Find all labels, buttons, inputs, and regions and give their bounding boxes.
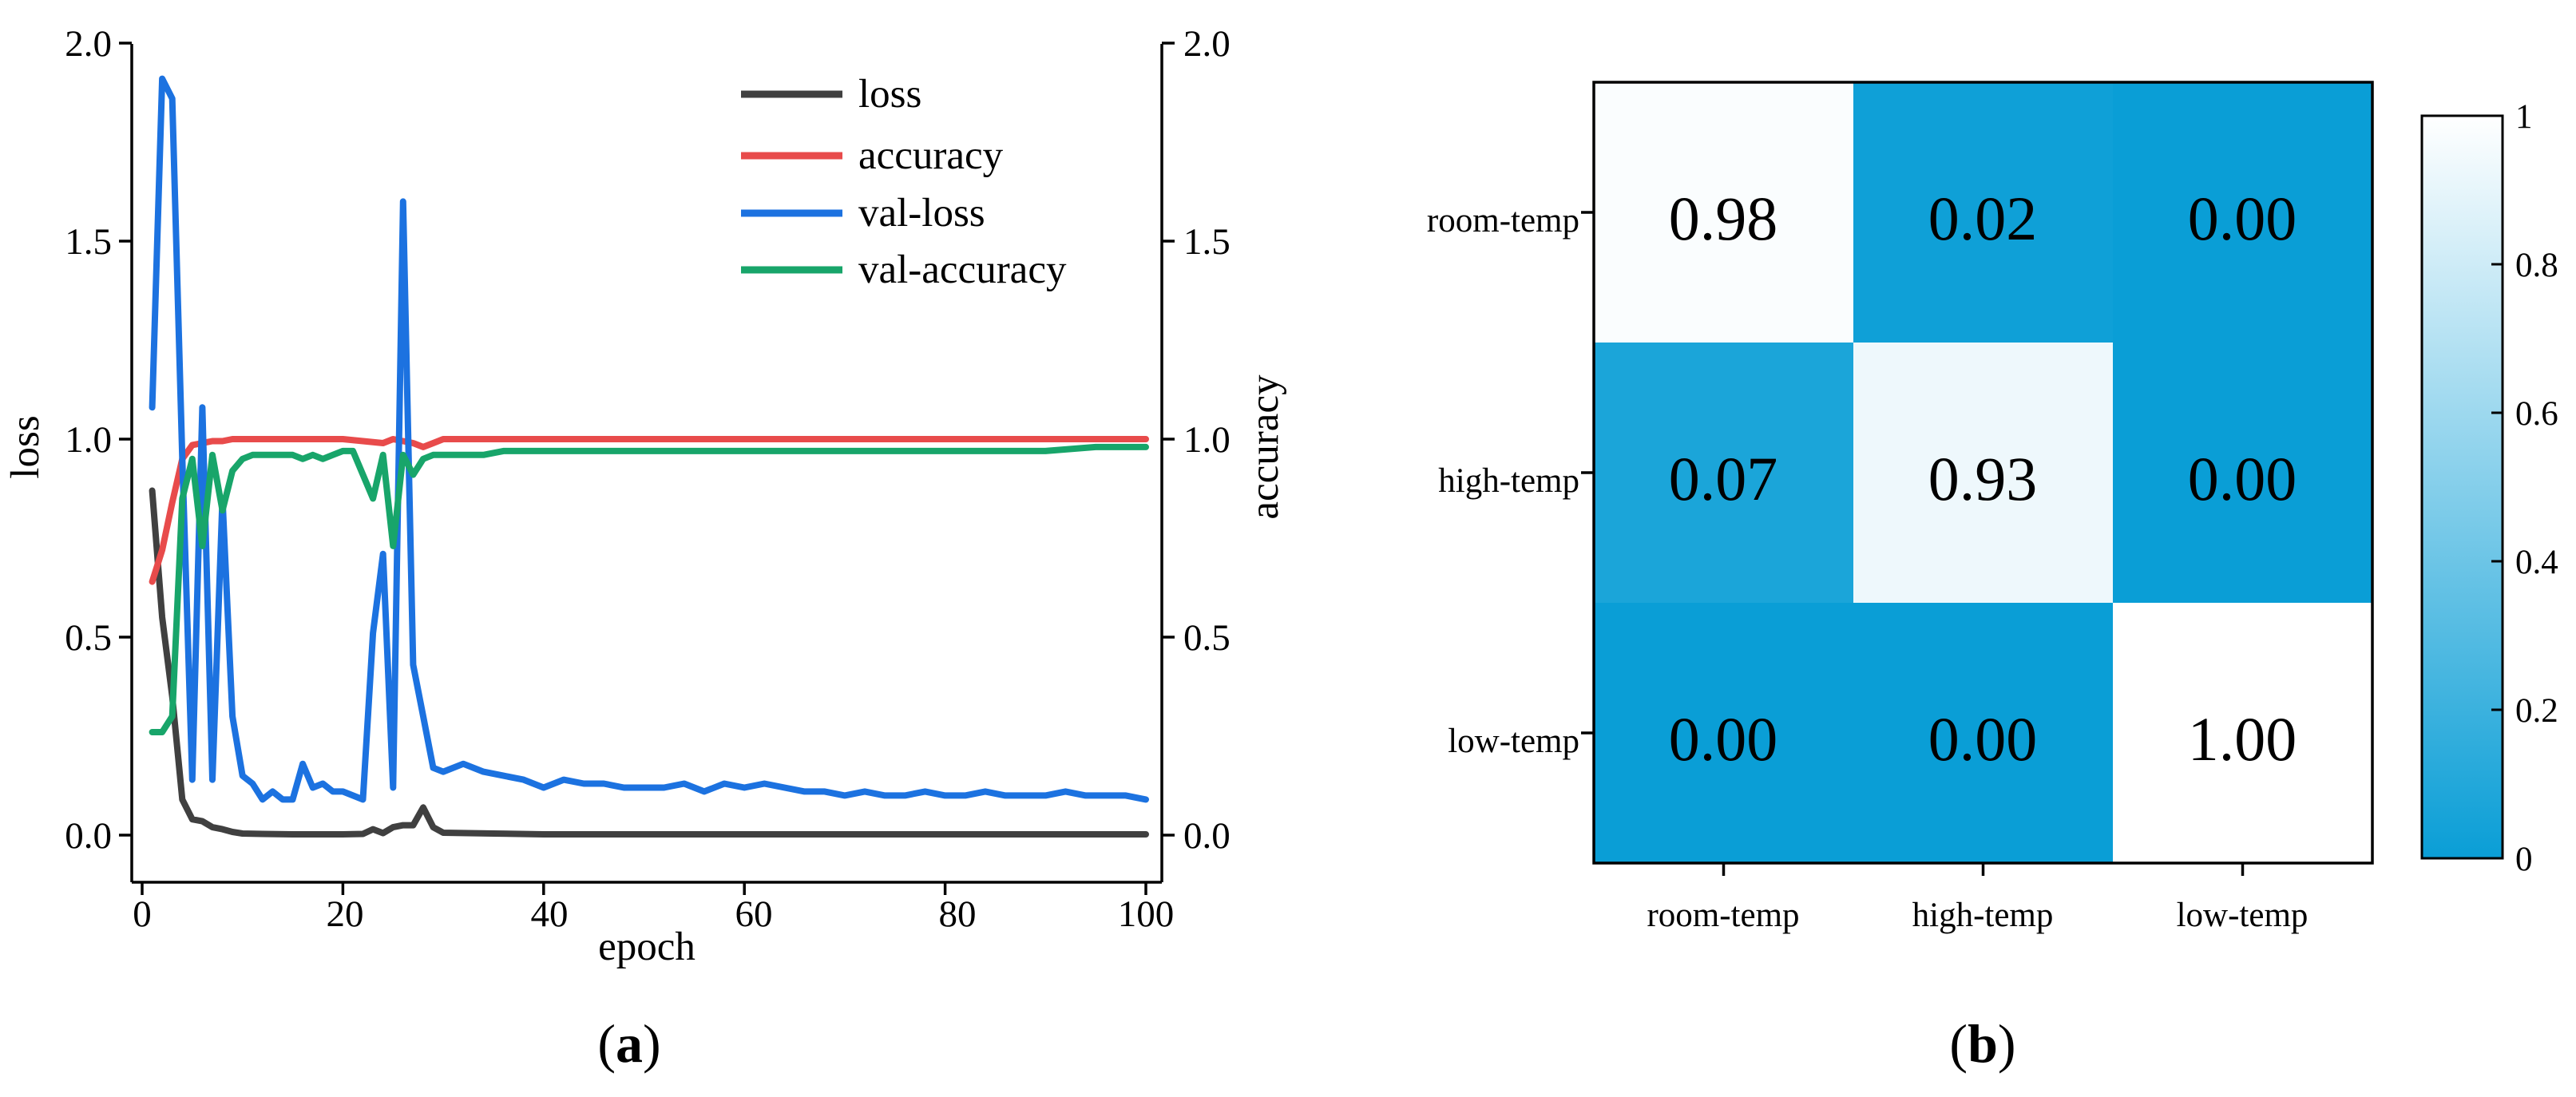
legend-label: loss <box>858 72 921 117</box>
y-left-tick-label: 2.0 <box>65 23 112 65</box>
row-label: high-temp <box>1438 462 1579 500</box>
colorbar-tick-label: 0.4 <box>2515 544 2558 581</box>
heatmap-cell <box>1594 82 1854 343</box>
heatmap-cell <box>1594 343 1854 604</box>
y-right-tick-label: 1.5 <box>1183 221 1231 263</box>
heatmap-cells <box>1594 82 2373 864</box>
heatmap-cell <box>1853 603 2114 864</box>
tick-marks <box>119 42 1175 895</box>
cell-value-label: 1.00 <box>2188 704 2297 774</box>
heatmap-tick-marks <box>1581 211 2245 876</box>
colorbar-tick-label: 0.2 <box>2515 692 2558 730</box>
heatmap-cell <box>1853 343 2114 604</box>
y-left-tick-label: 0.0 <box>65 815 112 857</box>
line-series-group <box>149 75 1149 838</box>
y-right-tick-label: 1.0 <box>1183 419 1231 461</box>
x-axis-title: epoch <box>598 925 696 969</box>
cell-value-label: 0.00 <box>1928 704 2038 774</box>
y-left-tick-label: 0.5 <box>65 617 112 659</box>
row-label: low-temp <box>1448 723 1579 760</box>
legend-label: accuracy <box>858 133 1004 178</box>
series-line-val-accuracy <box>149 443 1149 735</box>
x-tick-label: 40 <box>531 893 569 935</box>
y-left-tick-label: 1.5 <box>65 221 112 263</box>
panel-letter: a <box>616 1013 643 1074</box>
series-line-loss <box>149 487 1149 838</box>
panel-label-a: (a) <box>597 1013 660 1074</box>
x-tick-label: 100 <box>1118 893 1175 935</box>
heatmap-cell <box>1594 603 1854 864</box>
column-label: high-temp <box>1912 897 2054 934</box>
x-tick-label: 60 <box>735 893 773 935</box>
colorbar-tick-label: 0 <box>2515 841 2533 878</box>
y-left-tick-label: 1.0 <box>65 419 112 461</box>
y-right-axis-title: accuracy <box>1242 374 1287 520</box>
colorbar: 0 0.2 0.4 0.6 0.8 1 <box>2420 98 2558 878</box>
cell-value-label: 0.00 <box>2188 184 2297 253</box>
colorbar-tick-label: 0.8 <box>2515 247 2558 284</box>
column-label: room-temp <box>1647 897 1799 934</box>
y-right-tick-label: 0.5 <box>1183 617 1231 659</box>
series-line-val-loss <box>149 75 1149 803</box>
panel-label-b: (b) <box>1949 1013 2015 1074</box>
heatmap-cell <box>2113 343 2373 604</box>
legend: loss accuracy val-loss val-accuracy <box>741 72 1067 292</box>
legend-label: val-accuracy <box>858 248 1067 292</box>
colorbar-tick-label: 0.6 <box>2515 395 2558 433</box>
colorbar-gradient <box>2420 114 2504 860</box>
y-left-axis-title: loss <box>3 415 48 478</box>
legend-label: val-loss <box>858 191 985 236</box>
colorbar-tick-label: 1 <box>2515 98 2533 136</box>
row-label: room-temp <box>1427 202 1579 240</box>
cell-value-label: 0.07 <box>1669 444 1778 513</box>
cell-value-label: 0.00 <box>2188 444 2297 513</box>
training-curves-chart: 0.0 0.5 1.0 1.5 2.0 0.0 0.5 1.0 1.5 2.0 … <box>3 23 1287 1074</box>
cell-value-label: 0.02 <box>1928 184 2038 253</box>
colorbar-tick-marks <box>2491 114 2503 860</box>
panel-letter: b <box>1968 1013 1998 1074</box>
x-tick-label: 80 <box>939 893 977 935</box>
confusion-matrix-chart: 0.98 0.02 0.00 0.07 0.93 0.00 0.00 0.00 … <box>1427 81 2558 1074</box>
cell-value-label: 0.98 <box>1669 184 1778 253</box>
y-right-tick-label: 2.0 <box>1183 23 1231 65</box>
heatmap-cell <box>1853 82 2114 343</box>
y-right-tick-label: 0.0 <box>1183 815 1231 857</box>
column-label: low-temp <box>2177 897 2308 934</box>
cell-value-label: 0.93 <box>1928 444 2038 513</box>
heatmap-cell <box>2113 82 2373 343</box>
heatmap-cell <box>2113 603 2373 864</box>
cell-value-label: 0.00 <box>1669 704 1778 774</box>
series-line-accuracy <box>149 436 1149 585</box>
x-tick-label: 20 <box>327 893 364 935</box>
x-tick-label: 0 <box>133 893 152 935</box>
